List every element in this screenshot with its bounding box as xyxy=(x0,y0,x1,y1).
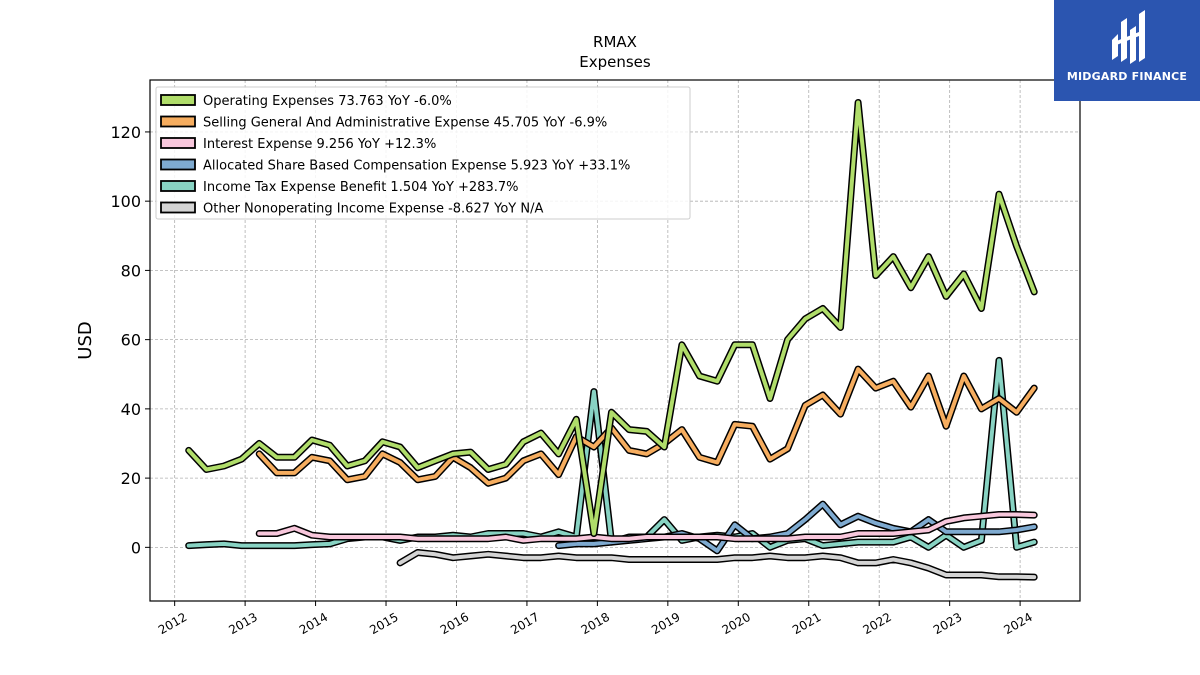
series-line xyxy=(257,512,1037,543)
x-tick-label: 2014 xyxy=(297,610,330,637)
legend-entry: Selling General And Administrative Expen… xyxy=(203,116,607,131)
chart-subtitle: Expenses xyxy=(579,53,651,71)
x-tick-label: 2024 xyxy=(1001,610,1034,637)
series-line xyxy=(186,100,1037,536)
x-tick-label: 2022 xyxy=(860,610,893,637)
x-tick-label: 2017 xyxy=(508,610,541,637)
legend-entry: Other Nonoperating Income Expense -8.627… xyxy=(203,202,543,217)
y-tick-label: 40 xyxy=(121,400,141,419)
legend-swatch xyxy=(160,137,196,149)
y-tick-label: 20 xyxy=(121,469,141,488)
legend-entry: Income Tax Expense Benefit 1.504 YoY +28… xyxy=(203,180,518,195)
x-tick-label: 2013 xyxy=(226,610,259,637)
x-tick-label: 2019 xyxy=(649,610,682,637)
legend-swatch xyxy=(160,115,196,128)
chart-title: RMAX xyxy=(593,33,637,51)
x-tick-label: 2021 xyxy=(790,610,823,637)
x-tick-label: 2012 xyxy=(156,610,189,637)
legend-entry: Operating Expenses 73.763 YoY -6.0% xyxy=(203,94,452,109)
x-tick-label: 2015 xyxy=(367,610,400,637)
plot-frame xyxy=(149,79,1081,602)
y-tick-label: 100 xyxy=(110,192,141,211)
legend-swatch xyxy=(160,201,196,214)
brand-logo-mark-icon xyxy=(1112,10,1145,64)
legend-entry: Allocated Share Based Compensation Expen… xyxy=(203,159,630,174)
series-line-outline xyxy=(185,356,1038,551)
y-tick-label: 60 xyxy=(121,331,141,350)
x-tick-label: 2016 xyxy=(438,610,471,637)
legend-entry: Interest Expense 9.256 YoY +12.3% xyxy=(203,137,436,152)
legend-swatch xyxy=(160,158,196,171)
series-line-outline xyxy=(255,365,1038,487)
y-tick-label: 120 xyxy=(110,123,141,142)
series-line xyxy=(257,367,1037,486)
legend-box xyxy=(155,86,691,220)
y-tick-label: 0 xyxy=(131,538,141,557)
y-tick-label: 80 xyxy=(121,261,141,280)
brand-name: MIDGARD FINANCE xyxy=(1066,70,1188,83)
x-tick-label: 2023 xyxy=(931,610,964,637)
series-line xyxy=(398,550,1037,580)
legend-swatch xyxy=(160,94,196,106)
y-axis-label: USD xyxy=(75,321,96,359)
x-tick-label: 2020 xyxy=(720,610,753,637)
legend-swatch xyxy=(160,180,196,192)
brand-logo: MIDGARD FINANCE xyxy=(1054,0,1200,101)
x-tick-label: 2018 xyxy=(579,610,612,637)
